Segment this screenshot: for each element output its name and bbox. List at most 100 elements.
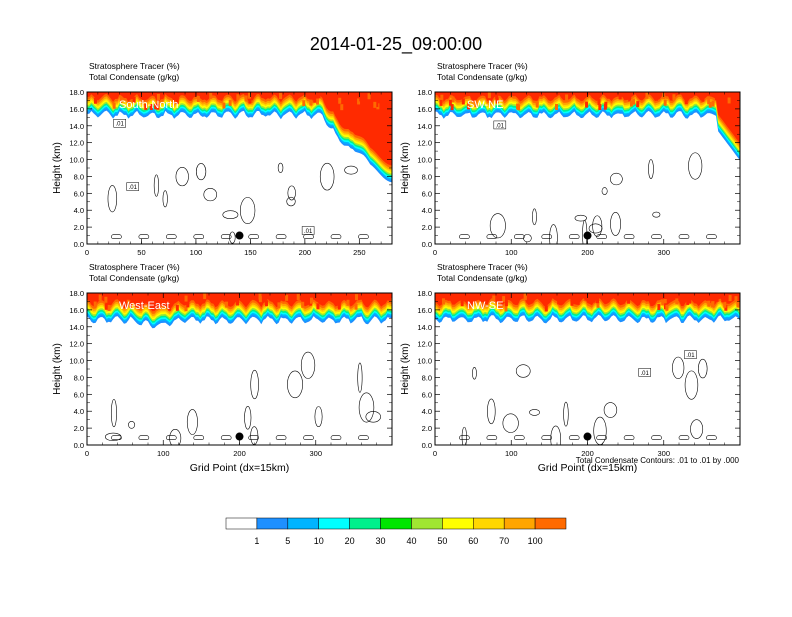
y-tick-label: 0.0 <box>422 441 432 450</box>
tracer-cell <box>168 304 172 311</box>
contour-cell <box>592 215 603 237</box>
colorbar-box <box>534 517 567 530</box>
contour-cell <box>186 409 198 435</box>
contour-cell <box>248 234 259 240</box>
panel-nw-se: .01 .01 NW-SE 0.0 2.0 4.0 6.0 8.0 10.0 12.0 14.0 16… <box>400 262 741 474</box>
tracer-cell <box>331 295 335 302</box>
tracer-cell <box>684 98 688 105</box>
y-axis-label: Height (km) <box>52 343 63 395</box>
contour-cell <box>688 152 703 180</box>
tracer-band-0 <box>87 92 392 183</box>
contour-cell <box>111 234 122 240</box>
x-tick-label: 0 <box>433 449 437 458</box>
contour-cell <box>357 362 363 393</box>
tracer-cell <box>279 93 283 100</box>
tracer-cell <box>661 299 665 306</box>
x-axis-label: Grid Point (dx=15km) <box>190 462 290 474</box>
contour-cell <box>461 426 467 445</box>
tracer-cell <box>565 94 569 101</box>
contour-label: .01 <box>641 371 650 377</box>
tracer-cell <box>264 300 268 307</box>
tracer-cell <box>313 96 317 103</box>
tracer-cell <box>338 97 342 104</box>
y-axis-label: Height (km) <box>52 142 63 194</box>
tracer-cell <box>645 92 649 99</box>
contour-cell <box>169 429 182 445</box>
tracer-cell <box>711 100 715 107</box>
y-tick-label: 2.0 <box>74 424 84 433</box>
tracer-cell <box>439 99 443 106</box>
contour-cell <box>568 234 580 240</box>
y-tick-label: 14.0 <box>69 323 84 332</box>
y-tick-label: 4.0 <box>74 407 84 416</box>
x-tick-label: 100 <box>505 449 518 458</box>
contour-cell <box>287 185 296 201</box>
tracer-cell <box>628 95 632 102</box>
contour-cell <box>365 411 381 423</box>
tracer-cell <box>517 104 521 111</box>
contour-cell <box>319 162 335 191</box>
tracer-cell <box>228 99 232 106</box>
tracer-cell <box>523 293 527 300</box>
tracer-cell <box>93 301 97 308</box>
tracer-cell <box>302 100 306 107</box>
tracer-cell <box>686 298 690 305</box>
tracer-cell <box>467 101 471 108</box>
tracer-cell <box>492 295 496 302</box>
field-label-condensate: Total Condensate (g/kg) <box>437 273 527 283</box>
y-tick-label: 18.0 <box>69 88 84 97</box>
tracer-cell <box>149 103 153 110</box>
tracer-cell <box>248 97 252 104</box>
contour-cell <box>344 165 358 175</box>
y-tick-label: 8.0 <box>422 172 432 181</box>
contour-cell <box>111 435 122 441</box>
tracer-cell <box>688 297 692 304</box>
tracer-cell <box>736 301 740 308</box>
tracer-cell <box>104 303 108 310</box>
tracer-cell <box>705 293 709 300</box>
tracer-cell <box>598 104 602 111</box>
tracer-cell <box>363 96 367 103</box>
y-tick-label: 12.0 <box>69 340 84 349</box>
tracer-cell <box>112 102 116 109</box>
contour-cell <box>513 234 525 240</box>
tracer-cell <box>502 296 506 303</box>
tracer-cell <box>156 93 160 100</box>
tracer-cell <box>461 98 465 105</box>
contour-cell <box>489 213 506 239</box>
contour-label: .01 <box>304 229 313 235</box>
tracer-cell <box>388 104 392 111</box>
contour-label-box <box>638 368 651 377</box>
contour-cell <box>513 435 525 441</box>
contour-cell <box>138 234 150 240</box>
contour-cell <box>603 402 618 418</box>
tracer-cell <box>618 93 622 100</box>
tracer-cell <box>440 94 444 101</box>
contour-cell <box>651 435 662 441</box>
contour-cell <box>300 351 316 379</box>
panel-name: SW-NE <box>467 99 503 111</box>
tracer-cell <box>128 301 132 308</box>
tracer-cell <box>93 97 97 104</box>
tracer-cell <box>196 95 200 102</box>
contour-cell <box>166 234 177 240</box>
tracer-cell <box>380 99 384 106</box>
tracer-cell <box>721 296 725 303</box>
tracer-cell <box>98 294 102 301</box>
colorbar-box <box>256 517 289 530</box>
contour-label-box <box>493 120 507 130</box>
contour-cell <box>574 214 587 222</box>
contour-cell <box>110 398 117 428</box>
tracer-cell <box>603 103 607 110</box>
tracer-cell <box>144 103 148 110</box>
y-tick-label: 0.0 <box>74 240 84 249</box>
tracer-cell <box>258 296 262 303</box>
tracer-field <box>87 92 392 183</box>
tracer-cell <box>448 99 452 106</box>
contour-cell <box>472 367 477 380</box>
tracer-cell <box>337 303 341 310</box>
y-tick-label: 16.0 <box>417 105 432 114</box>
colorbar-box <box>349 517 381 530</box>
tracer-cell <box>184 295 188 302</box>
panel-name: NW-SE <box>467 300 503 312</box>
